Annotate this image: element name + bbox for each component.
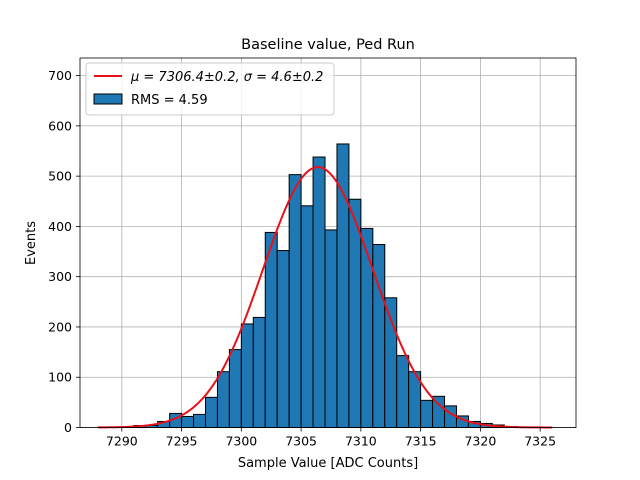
plot-frame [79, 57, 577, 428]
y-tick-label: 600 [48, 118, 72, 133]
histogram-bar [288, 174, 302, 428]
histogram-bar [300, 205, 314, 428]
histogram-bar [396, 355, 410, 428]
legend: μ = 7306.4±0.2, σ = 4.6±0.2 RMS = 4.59 [85, 62, 335, 116]
legend-sigma-part: σ = 4.6±0.2 [244, 70, 324, 85]
legend-histogram-label: RMS = 4.59 [131, 93, 208, 108]
y-tick-label: 400 [48, 219, 72, 234]
x-tick-label: 7290 [106, 434, 138, 449]
histogram-bar [240, 323, 254, 428]
x-axis-label: Sample Value [ADC Counts] [238, 456, 418, 471]
chart-title: Baseline value, Ped Run [241, 37, 415, 53]
histogram-bar [264, 231, 278, 428]
legend-mu-part: μ = 7306.4±0.2, [130, 70, 244, 85]
x-tick-label: 7325 [524, 434, 556, 449]
y-tick-label: 300 [48, 269, 72, 284]
x-tick-label: 7310 [345, 434, 377, 449]
histogram-bar [193, 413, 206, 429]
x-tick-label: 7305 [285, 434, 317, 449]
legend-fit-label: μ = 7306.4±0.2, σ = 4.6±0.2 [130, 70, 323, 85]
histogram-bar [324, 229, 338, 428]
y-tick-label: 200 [48, 319, 72, 334]
legend-histogram-swatch [93, 93, 123, 105]
histogram-bar [420, 399, 434, 428]
histogram-bar [216, 371, 230, 429]
y-axis-label: Events [24, 221, 39, 265]
x-tick-label: 7320 [464, 434, 496, 449]
histogram-bar [252, 316, 266, 428]
histogram-bar [276, 250, 290, 428]
histogram-bar [360, 227, 374, 428]
y-tick-label: 100 [48, 370, 72, 385]
histogram-bar [228, 349, 242, 428]
x-axis-ticks: 7290 7295 7300 7305 7310 7315 7320 7325 [106, 427, 556, 449]
histogram-bar [181, 415, 195, 428]
y-tick-label: 700 [48, 68, 72, 83]
x-tick-label: 7295 [166, 434, 198, 449]
histogram-bar [312, 156, 326, 429]
y-tick-label: 0 [64, 420, 72, 435]
y-tick-label: 500 [48, 169, 72, 184]
legend-box [85, 62, 335, 116]
gaussian-fit-curve [97, 166, 553, 429]
histogram-bar [204, 396, 218, 428]
x-tick-label: 7300 [225, 434, 257, 449]
y-axis-ticks: 0 100 200 300 400 500 600 700 [48, 68, 80, 435]
x-tick-label: 7315 [405, 434, 437, 449]
